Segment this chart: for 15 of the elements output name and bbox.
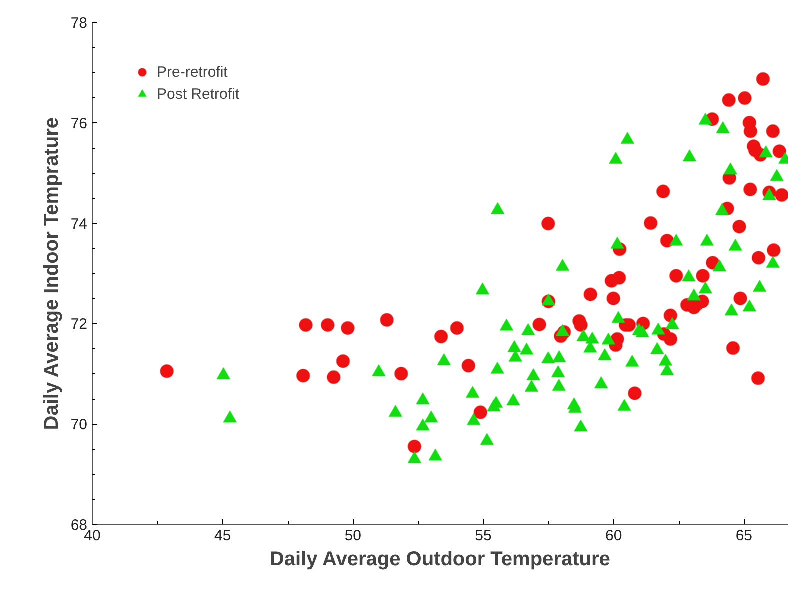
y-tick-label: 78 [70, 15, 88, 32]
x-axis-title: Daily Average Outdoor Temperature [270, 548, 610, 570]
x-tick-label: 60 [606, 528, 622, 544]
y-tick-label: 68 [70, 517, 88, 534]
x-tick-label: 55 [475, 528, 492, 544]
legend-label: Post Retrofit [157, 86, 240, 102]
x-tick-label: 65 [736, 528, 753, 544]
y-axis-title: Daily Average Indoor Temprature [40, 118, 63, 430]
x-tick-label: 50 [344, 528, 362, 544]
y-tick-label: 76 [70, 115, 88, 132]
y-tick-label: 74 [70, 216, 88, 233]
y-tick-label: 72 [70, 316, 88, 334]
x-tick-label: 45 [214, 528, 232, 544]
y-tick-label: 70 [70, 416, 88, 434]
legend-label: Pre-retrofit [157, 64, 228, 80]
